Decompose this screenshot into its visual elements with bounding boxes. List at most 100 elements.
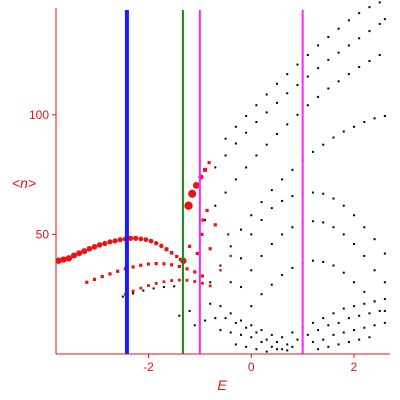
black-data-point bbox=[317, 95, 320, 98]
black-data-point bbox=[317, 329, 320, 332]
black-data-point bbox=[306, 75, 309, 78]
black-data-point bbox=[378, 22, 381, 25]
black-data-point bbox=[234, 178, 237, 181]
black-data-point bbox=[383, 297, 386, 300]
red-data-point bbox=[108, 272, 112, 276]
black-data-point bbox=[286, 123, 289, 126]
black-data-point bbox=[234, 142, 237, 145]
black-data-point bbox=[291, 226, 294, 229]
black-data-point bbox=[337, 321, 340, 324]
black-data-point bbox=[250, 214, 253, 217]
black-data-point bbox=[296, 338, 299, 341]
black-data-point bbox=[291, 168, 294, 171]
red-data-point bbox=[203, 167, 208, 172]
black-data-point bbox=[260, 254, 263, 257]
red-data-point bbox=[147, 284, 150, 287]
black-data-point bbox=[368, 59, 371, 62]
black-data-point bbox=[270, 333, 273, 336]
y-tick-label: 50 bbox=[36, 227, 50, 241]
black-data-point bbox=[383, 321, 386, 324]
black-data-point bbox=[332, 197, 335, 200]
red-data-point bbox=[154, 282, 158, 285]
black-data-point bbox=[332, 312, 335, 315]
red-data-point bbox=[208, 284, 212, 288]
red-data-point bbox=[200, 232, 204, 237]
black-data-point bbox=[291, 195, 294, 198]
black-data-point bbox=[378, 309, 381, 312]
red-data-point bbox=[127, 235, 134, 241]
black-data-point bbox=[219, 264, 222, 267]
red-data-point bbox=[139, 263, 143, 267]
red-data-point bbox=[169, 251, 174, 255]
black-data-point bbox=[363, 254, 366, 257]
red-data-point bbox=[164, 247, 169, 252]
black-data-point bbox=[342, 331, 345, 334]
red-data-point bbox=[131, 289, 135, 293]
black-data-point bbox=[270, 242, 273, 245]
black-data-point bbox=[224, 317, 227, 320]
red-data-point bbox=[201, 218, 205, 222]
red-data-point bbox=[193, 270, 197, 274]
red-data-point bbox=[138, 236, 144, 242]
black-data-point bbox=[260, 293, 263, 296]
red-data-point bbox=[177, 278, 181, 282]
black-data-point bbox=[383, 309, 386, 312]
black-data-point bbox=[270, 345, 273, 348]
red-data-point bbox=[81, 248, 88, 255]
black-data-point bbox=[347, 341, 350, 344]
black-data-point bbox=[353, 242, 356, 245]
black-data-point bbox=[234, 321, 237, 324]
black-data-point bbox=[317, 348, 320, 351]
black-data-point bbox=[306, 54, 309, 57]
black-data-point bbox=[281, 178, 284, 181]
red-data-point bbox=[207, 161, 211, 165]
red-data-point bbox=[170, 279, 174, 282]
black-data-point bbox=[332, 333, 335, 336]
black-data-point bbox=[250, 269, 253, 272]
black-data-point bbox=[224, 137, 227, 140]
black-data-point bbox=[306, 104, 309, 107]
red-data-point bbox=[188, 244, 192, 248]
black-data-point bbox=[239, 286, 242, 289]
black-data-point bbox=[327, 87, 330, 90]
black-data-point bbox=[121, 295, 124, 298]
black-data-point bbox=[373, 300, 376, 303]
black-data-point bbox=[291, 266, 294, 269]
red-data-point bbox=[185, 267, 189, 271]
black-data-point bbox=[260, 341, 263, 344]
x-tick-label: 0 bbox=[248, 360, 255, 374]
black-data-point bbox=[255, 348, 258, 351]
black-data-point bbox=[368, 336, 371, 339]
black-data-point bbox=[281, 336, 284, 339]
black-data-point bbox=[265, 350, 268, 353]
x-tick-label: 2 bbox=[351, 360, 358, 374]
black-data-point bbox=[286, 343, 289, 346]
red-data-point bbox=[65, 255, 73, 262]
red-data-point bbox=[170, 263, 174, 267]
black-data-point bbox=[347, 44, 350, 47]
black-data-point bbox=[383, 252, 386, 255]
black-data-point bbox=[204, 219, 207, 222]
black-data-point bbox=[229, 281, 232, 284]
black-data-point bbox=[363, 226, 366, 229]
red-data-point bbox=[188, 189, 197, 198]
black-data-point bbox=[311, 259, 314, 262]
black-data-point bbox=[332, 226, 335, 229]
red-data-point bbox=[91, 244, 98, 250]
black-data-point bbox=[270, 283, 273, 286]
black-data-point bbox=[188, 309, 191, 312]
black-data-point bbox=[265, 111, 268, 114]
red-data-point bbox=[201, 281, 204, 285]
x-tick-label: -2 bbox=[143, 360, 154, 374]
black-data-point bbox=[342, 204, 345, 207]
black-data-point bbox=[239, 228, 242, 231]
black-data-point bbox=[255, 104, 258, 107]
black-data-point bbox=[311, 341, 314, 344]
red-data-point bbox=[229, 254, 232, 258]
red-data-point bbox=[195, 251, 199, 256]
red-data-point bbox=[184, 201, 193, 210]
black-data-point bbox=[347, 317, 350, 320]
black-data-point bbox=[281, 199, 284, 202]
